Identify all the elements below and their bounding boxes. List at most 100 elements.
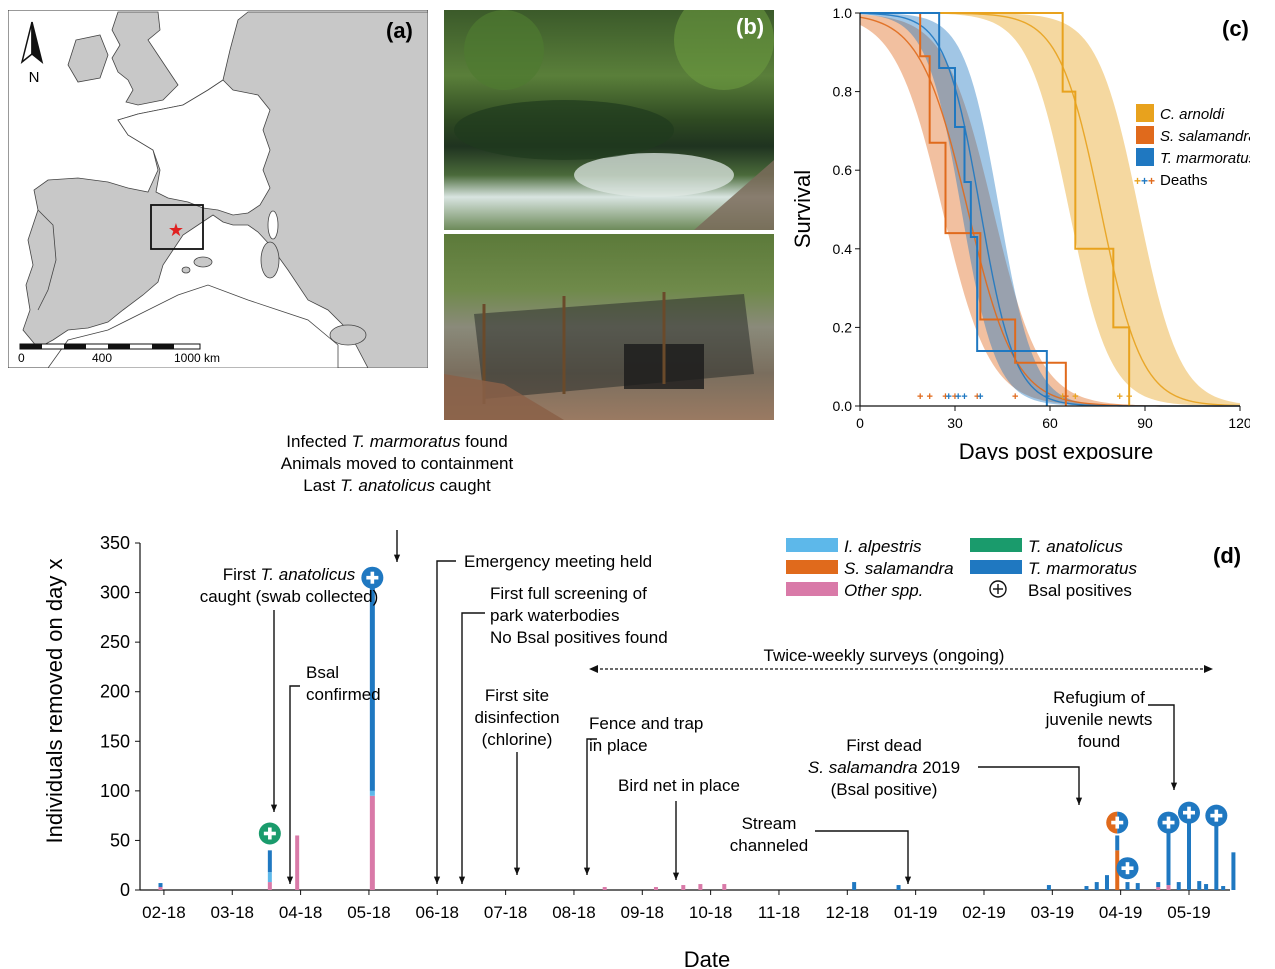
annotation-fence-arrow-line — [586, 738, 597, 875]
bar-segment — [722, 884, 727, 890]
bar-segment — [267, 872, 272, 883]
north-label: N — [29, 69, 40, 86]
removal-y-tick-label: 350 — [100, 533, 130, 553]
bsal-positive-marker — [1157, 811, 1180, 834]
legend-deaths-marker: + — [1148, 174, 1155, 188]
legend-label: I. alpestris — [844, 537, 922, 556]
annotation-emergency-line: Emergency meeting held — [464, 552, 652, 571]
bar-segment — [369, 790, 375, 796]
photo-pond-before — [444, 10, 774, 230]
annotation-dead-salamandra-arrow-line — [978, 766, 1080, 805]
removal-xlabel: Date — [684, 947, 730, 969]
annotation-screening-arrow-arrowhead — [458, 876, 466, 884]
bar-segment — [896, 885, 901, 890]
legend-deaths-marker: + — [1134, 174, 1141, 188]
bar-segment — [1197, 881, 1202, 890]
removal-y-tick-label: 100 — [100, 781, 130, 801]
annotation-refugium-line: juvenile newts — [1045, 710, 1153, 729]
removal-x-tick-label: 03-19 — [1031, 903, 1074, 922]
annotation-stream-line: channeled — [730, 836, 808, 855]
bar-segment — [1176, 882, 1181, 890]
km-step-c-arnoldi — [860, 12, 1131, 406]
annotation-dead-salamandra-line: First dead — [846, 736, 922, 755]
bar-segment — [1204, 884, 1209, 890]
survival-x-tick-label: 90 — [1137, 415, 1153, 431]
removal-x-tick-label: 06-18 — [416, 903, 459, 922]
annotation-fence-arrow-arrowhead — [583, 867, 591, 875]
removal-ylabel: Individuals removed on day x — [42, 559, 67, 844]
survival-x-tick-label: 60 — [1042, 415, 1058, 431]
map-mallorca — [193, 256, 213, 268]
marker-plus — [1214, 809, 1219, 822]
survival-y-tick-label: 0.8 — [833, 84, 853, 100]
bar-segment — [369, 577, 375, 791]
removal-y-tick-label: 50 — [110, 830, 130, 850]
annotation-birdnet-line: Bird net in place — [618, 776, 740, 795]
death-marker: + — [1044, 391, 1050, 403]
survival-chart: + + ++ ++ + ++ + + ++ + + + 0.00.20.40.60.81.00 30 60… — [790, 5, 1250, 460]
death-marker: + — [955, 391, 961, 403]
survey-period-arrowhead — [589, 665, 598, 673]
legend-swatch — [786, 560, 838, 574]
bsal-positive-marker — [1116, 857, 1139, 880]
legend-swatch — [1136, 126, 1154, 144]
map-sicily — [329, 324, 367, 346]
survival-y-tick-label: 0.6 — [833, 162, 853, 178]
bar-segment — [653, 887, 658, 890]
marker-plus — [1115, 816, 1120, 829]
death-marker: + — [974, 391, 980, 403]
annotation-waterbody-line: Infected T. marmoratus found — [286, 432, 507, 451]
survival-xlabel: Days post exposure — [959, 439, 1153, 460]
annotation-screening-line: No Bsal positives found — [490, 628, 668, 647]
removal-x-tick-label: 11-18 — [758, 903, 800, 922]
bar-segment — [369, 795, 375, 890]
marker-plus — [1166, 816, 1171, 829]
marker-plus — [370, 571, 375, 584]
death-marker: + — [952, 391, 958, 403]
annotation-first-anatolicus-arrow-arrowhead — [270, 804, 278, 812]
bar-segment — [1115, 835, 1120, 851]
scale-bar — [19, 343, 201, 350]
bar-segment — [158, 887, 163, 890]
annotation-first-anatolicus-line: caught (swab collected) — [200, 587, 379, 606]
bar-segment — [1231, 852, 1236, 890]
death-marker: + — [977, 391, 983, 403]
annotation-refugium-arrow-line — [1148, 704, 1175, 790]
annotation-dead-salamandra-line: (Bsal positive) — [831, 780, 938, 799]
bsal-positive-marker — [1106, 811, 1129, 834]
panel-label-c: (c) — [1222, 16, 1249, 41]
legend-deaths-marker: + — [1141, 174, 1148, 188]
map-corsica — [267, 210, 279, 240]
annotation-refugium-arrow-arrowhead — [1170, 782, 1178, 790]
legend-label: T. marmoratus — [1160, 150, 1250, 167]
bar-segment — [1166, 828, 1171, 886]
panel-label-a: (a) — [386, 18, 413, 43]
survival-x-tick-label: 120 — [1228, 415, 1250, 431]
legend-label: C. arnoldi — [1160, 106, 1225, 123]
annotation-dead-salamandra-line: S. salamandra 2019 — [808, 758, 960, 777]
annotation-disinfection-line: (chlorine) — [482, 730, 553, 749]
bar-segment — [1046, 885, 1051, 890]
removal-y-tick-label: 300 — [100, 583, 130, 603]
bar-segment — [1156, 882, 1161, 888]
bar-segment — [1156, 887, 1161, 890]
death-marker: + — [1059, 391, 1065, 403]
bsal-positive-marker — [258, 822, 281, 845]
band-c-arnoldi — [860, 13, 1240, 406]
death-marker: + — [1116, 391, 1122, 403]
bar-segment — [698, 884, 703, 890]
annotation-stream-arrow-line — [815, 830, 909, 884]
removal-y-tick-label: 0 — [120, 880, 130, 900]
annotation-first-anatolicus-line: First T. anatolicus — [223, 565, 356, 584]
map-france — [117, 79, 271, 216]
bar-segment — [1186, 822, 1191, 890]
annotation-bsal-arrow-line — [289, 685, 300, 884]
annotation-screening-arrow-line — [461, 612, 485, 884]
annotation-bsal-line: Bsal — [306, 663, 339, 682]
map-britain — [111, 11, 179, 106]
scale-label-400: 400 — [92, 351, 112, 365]
bsal-positive-marker — [1205, 804, 1228, 827]
bar-segment — [1221, 886, 1226, 890]
survival-x-tick-label: 0 — [856, 415, 864, 431]
